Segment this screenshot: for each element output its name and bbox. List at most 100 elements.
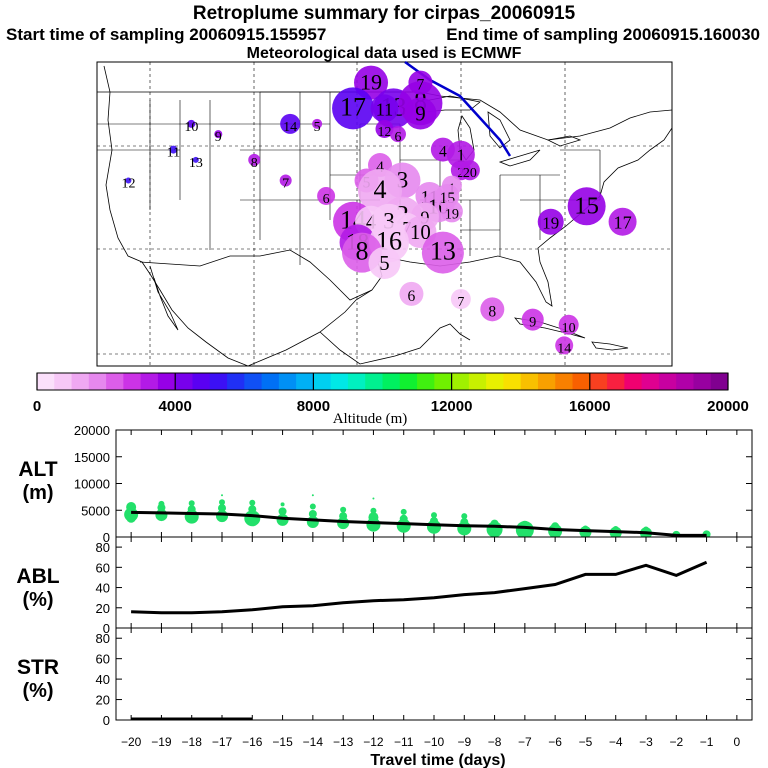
x-tick-label: −18 (182, 735, 203, 749)
colorbar-swatch (710, 373, 729, 390)
plume-day-label: 7 (282, 177, 289, 192)
colorbar-swatch (382, 373, 401, 390)
plume-circle (125, 177, 132, 184)
colorbar-swatch (537, 373, 556, 390)
y-tick-label: 20000 (74, 423, 110, 438)
plume-circle (375, 119, 394, 138)
plume-circle (421, 231, 464, 274)
y-tick-label: 40 (96, 672, 110, 687)
plume-circle (608, 207, 637, 236)
plume-day-label: 19 (445, 206, 459, 222)
x-tick-label: −20 (121, 735, 142, 749)
end-time-label: End time of sampling 20060915.160030 (446, 25, 760, 44)
plume-circle (450, 289, 471, 310)
plume-day-label: 4 (374, 175, 387, 204)
panel-unit: (%) (22, 589, 53, 611)
alt-point (126, 512, 137, 523)
plume-circle (312, 118, 323, 129)
hispaniola-coastline (591, 341, 629, 351)
alt-point (400, 508, 407, 515)
plume-day-label: 13 (430, 237, 456, 266)
plume-day-label: 6 (408, 288, 416, 305)
plume-circle (370, 94, 399, 123)
y-tick-label: 15000 (74, 450, 110, 465)
gulf-coastline (247, 127, 672, 366)
y-tick-label: 80 (96, 631, 110, 646)
y-tick-label: 40 (96, 581, 110, 596)
plume-circle (399, 281, 424, 306)
plume-circle (521, 308, 544, 331)
panel-title: ALT (18, 458, 57, 481)
x-axis-label: Travel time (days) (370, 752, 505, 768)
plume-day-label: 9 (415, 103, 425, 126)
y-tick-label: 80 (96, 540, 110, 555)
lake-erie (498, 149, 541, 167)
colorbar-swatch (641, 373, 660, 390)
plume-day-label: 11 (376, 99, 394, 119)
alt-point (311, 494, 314, 497)
plume-day-label: 1 (456, 146, 465, 166)
plume-circle (480, 297, 505, 322)
alt-point (188, 500, 195, 507)
x-tick-label: −13 (333, 735, 354, 749)
plume-day-label: 8 (488, 303, 496, 320)
colorbar-swatch (607, 373, 625, 390)
plume-circle (558, 314, 579, 335)
colorbar-swatch (347, 373, 366, 390)
colorbar-tick-label: 4000 (159, 398, 192, 415)
alt-point (309, 503, 316, 510)
time-series-panels: 05000100001500020000ALT(m)020406080ABL(%… (16, 423, 753, 749)
alt-point (248, 505, 257, 514)
colorbar-swatch (658, 373, 677, 390)
map-panel: 1917131189712614510911131287641220453411… (96, 60, 673, 367)
colorbar-swatch (261, 373, 280, 390)
plume-day-label: 6 (323, 192, 330, 207)
plume-day-label: 12 (378, 125, 392, 140)
plume-circle (169, 145, 178, 154)
alt-point (372, 497, 375, 500)
plume-circle (459, 160, 480, 181)
y-tick-label: 0 (103, 713, 110, 728)
colorbar-swatch (503, 373, 522, 390)
alt-point (158, 500, 165, 507)
colorbar-tick-label: 16000 (569, 398, 611, 415)
alt-point (399, 514, 408, 523)
alt-point (249, 499, 256, 506)
y-tick-label: 60 (96, 652, 110, 667)
alt-point (308, 509, 317, 518)
alt-point (515, 521, 534, 540)
colorbar-swatch (468, 373, 487, 390)
colorbar-swatch (192, 373, 211, 390)
plume-day-label: 13 (189, 156, 203, 171)
y-tick-label: 60 (96, 560, 110, 575)
plume-day-label: 8 (251, 156, 258, 171)
panel-str: 0 20 40 60 80 STR(%) (17, 627, 753, 728)
colorbar-swatch (572, 373, 591, 390)
x-tick-label: −19 (151, 735, 172, 749)
colorbar-swatch (157, 373, 176, 390)
panel-frame (115, 536, 753, 629)
plume-day-label: 4 (439, 144, 447, 161)
plume-circle (192, 156, 199, 163)
x-tick-label: −8 (488, 735, 502, 749)
alt-point (643, 526, 649, 533)
lake-huron (487, 111, 511, 149)
plume-day-label: 15 (574, 192, 599, 219)
plume-day-label: 6 (394, 130, 401, 145)
y-tick-label: 20 (96, 693, 110, 708)
colorbar-swatch (624, 373, 643, 390)
x-tick-label: −3 (639, 735, 653, 749)
y-tick-label: 0 (103, 621, 110, 636)
start-time-label: Start time of sampling 20060915.155957 (6, 25, 327, 44)
plume-circle (214, 130, 223, 139)
x-tick-label: −15 (272, 735, 293, 749)
plume-circle (332, 87, 375, 130)
plume-day-label: 7 (417, 77, 425, 94)
panel-title: ABL (16, 565, 59, 588)
colorbar-swatch (330, 373, 349, 390)
colorbar-swatch (451, 373, 470, 390)
alt-point (221, 494, 223, 497)
altitude-colorbar: 0 4000 8000 12000 16000 20000 (33, 372, 749, 415)
colorbar-swatch (434, 373, 453, 390)
